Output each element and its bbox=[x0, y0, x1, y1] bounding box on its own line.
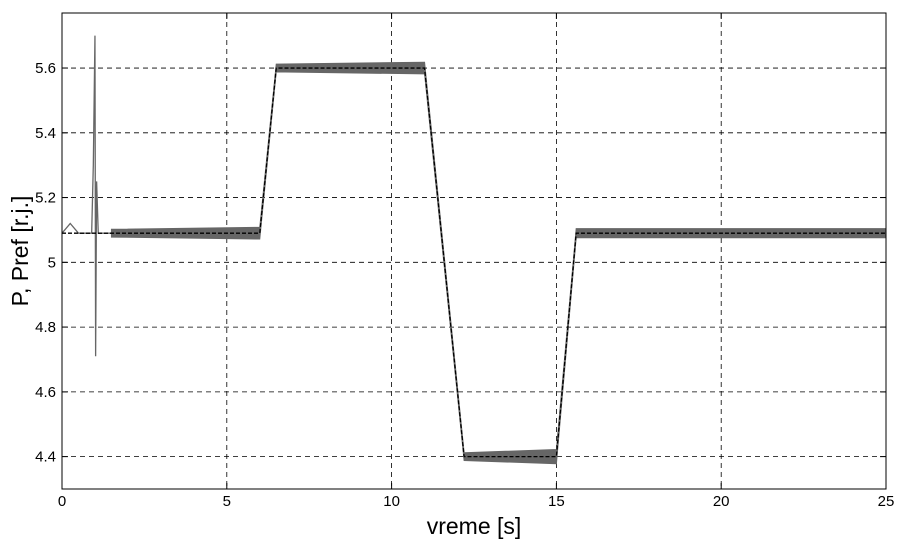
x-tick-label: 5 bbox=[223, 493, 231, 510]
y-tick-label: 5 bbox=[48, 254, 56, 271]
x-tick-label: 20 bbox=[713, 493, 730, 510]
y-tick-label: 5.2 bbox=[35, 190, 56, 207]
y-tick-label: 4.8 bbox=[35, 319, 56, 336]
reference-power-line bbox=[62, 67, 886, 458]
x-tick-label: 15 bbox=[548, 493, 565, 510]
x-tick-label: 25 bbox=[878, 493, 895, 510]
y-axis-label: P, Pref [r.j.] bbox=[7, 196, 33, 307]
tick-marks bbox=[61, 13, 887, 489]
plot-frame bbox=[61, 12, 887, 490]
x-axis-label: vreme [s] bbox=[427, 513, 522, 539]
x-tick-labels: 0 5 10 15 20 25 bbox=[58, 493, 895, 510]
x-tick-label: 10 bbox=[383, 493, 400, 510]
y-tick-label: 5.6 bbox=[35, 60, 56, 77]
grid bbox=[62, 13, 886, 489]
y-tick-label: 5.4 bbox=[35, 125, 56, 142]
y-tick-labels: 4.4 4.6 4.8 5 5.2 5.4 5.6 bbox=[35, 60, 56, 466]
y-tick-label: 4.6 bbox=[35, 384, 56, 401]
x-tick-label: 0 bbox=[58, 493, 66, 510]
y-tick-label: 4.4 bbox=[35, 449, 56, 466]
